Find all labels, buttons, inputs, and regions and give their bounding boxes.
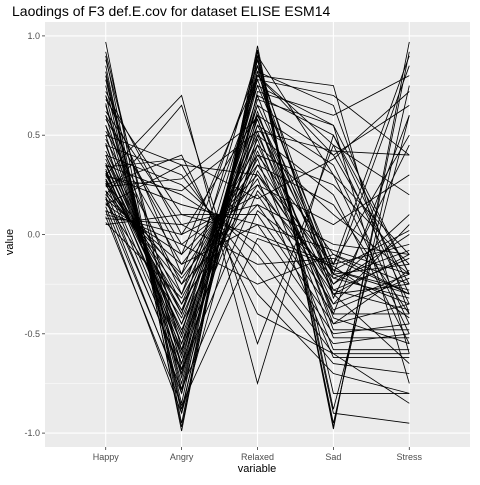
series-line-65 [105,150,410,331]
series-line-22 [105,194,410,305]
chart-title: Laodings of F3 def.E.cov for dataset ELI… [12,3,331,19]
x-axis-title: variable [238,463,277,475]
series-line-66 [105,168,410,351]
y-tick-label: 1.0 [27,31,40,41]
series-line-69 [105,216,410,407]
series-line-58 [105,110,410,359]
series-line-56 [105,71,410,410]
series-line-33 [105,134,410,266]
series-line-53 [105,59,410,352]
series-line-45 [105,158,410,325]
y-tick-label: 0.5 [27,130,40,140]
y-tick-label: -1.0 [24,428,40,438]
series-line-49 [105,119,410,285]
x-tick-label: Relaxed [241,452,274,462]
series-line-31 [105,104,410,345]
series-line-54 [105,51,410,370]
series-line-29 [105,134,410,394]
series-line-51 [105,99,410,265]
series-line-48 [105,130,410,275]
series-line-68 [105,206,410,391]
y-tick-label: 0.0 [27,230,40,240]
series-line-52 [105,91,410,291]
x-tick-label: Happy [93,452,120,462]
series-line-71 [105,91,410,200]
series-line-32 [105,94,410,385]
x-tick-label: Stress [397,452,423,462]
x-tick-label: Angry [170,452,194,462]
series-line-35 [105,64,410,276]
y-axis-title: value [4,229,16,255]
series-line-63 [105,115,410,316]
series-line-27 [105,154,410,355]
series-line-67 [105,190,410,371]
series-line-61 [105,158,410,351]
series-line-62 [105,178,410,359]
series-line-70 [105,130,410,192]
series-line-37 [105,54,410,316]
series-line-34 [105,74,410,256]
series-line-42 [105,133,410,415]
x-tick-label: Sad [325,452,341,462]
series-line-36 [105,55,410,296]
series-line-43 [105,143,410,365]
series-line-26 [105,164,410,345]
series-group [105,41,410,432]
series-line-30 [105,154,410,404]
series-line-60 [105,138,410,339]
y-tick-label: -0.5 [24,329,40,339]
